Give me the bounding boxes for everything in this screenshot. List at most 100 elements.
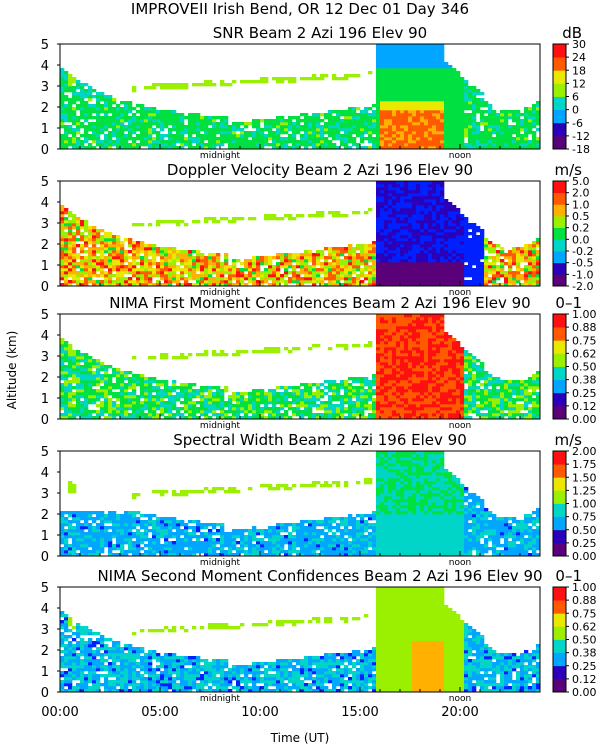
heatmap-cell: [360, 119, 365, 123]
heatmap-cell: [452, 223, 457, 227]
heatmap-cell: [268, 214, 273, 218]
heatmap-cell: [512, 262, 517, 266]
heatmap-cell: [324, 140, 329, 144]
heatmap-cell: [216, 253, 221, 257]
heatmap-cell: [216, 274, 221, 278]
heatmap-cell: [336, 214, 341, 218]
heatmap-cell: [124, 407, 129, 411]
heatmap-cell: [172, 265, 177, 269]
heatmap-cell: [472, 235, 477, 239]
heatmap-cell: [212, 119, 217, 123]
heatmap-cell: [172, 137, 177, 141]
heatmap-cell: [208, 416, 213, 420]
heatmap-cell: [428, 50, 433, 54]
heatmap-cell: [328, 253, 333, 257]
heatmap-cell: [280, 131, 285, 135]
heatmap-cell: [304, 407, 309, 411]
heatmap-cell: [476, 283, 481, 287]
heatmap-cell: [180, 416, 185, 420]
heatmap-cell: [120, 380, 125, 384]
colorbar-label: 0.5: [572, 210, 590, 223]
heatmap-cell: [164, 392, 169, 396]
heatmap-cell: [184, 356, 189, 360]
heatmap-cell: [356, 265, 361, 269]
heatmap-cell: [172, 271, 177, 275]
heatmap-cell: [292, 413, 297, 417]
heatmap-cell: [140, 119, 145, 123]
heatmap-cell: [84, 392, 89, 396]
heatmap-cell: [72, 262, 77, 266]
heatmap-cell: [184, 280, 189, 284]
heatmap-cell: [448, 89, 453, 93]
heatmap-cell: [464, 125, 469, 129]
heatmap-cell: [196, 134, 201, 138]
heatmap-cell: [536, 277, 541, 281]
heatmap-cell: [412, 140, 417, 144]
heatmap-cell: [280, 416, 285, 420]
heatmap-cell: [420, 122, 425, 126]
heatmap-cell: [488, 110, 493, 114]
heatmap-cell: [116, 146, 121, 150]
heatmap-cell: [76, 356, 81, 360]
heatmap-cell: [64, 80, 69, 84]
heatmap-cell: [172, 407, 177, 411]
heatmap-cell: [440, 229, 445, 233]
heatmap-cell: [460, 110, 465, 114]
heatmap-cell: [136, 416, 141, 420]
heatmap-cell: [120, 146, 125, 150]
heatmap-cell: [372, 244, 377, 248]
colorbar-segment: [553, 262, 566, 275]
heatmap-cell: [72, 380, 77, 384]
heatmap-cell: [388, 181, 393, 185]
heatmap-cell: [284, 265, 289, 269]
heatmap-cell: [412, 98, 417, 102]
heatmap-cell: [524, 125, 529, 129]
heatmap-cell: [80, 247, 85, 251]
heatmap-cell: [220, 280, 225, 284]
heatmap-cell: [148, 125, 153, 129]
heatmap-cell: [448, 247, 453, 251]
heatmap-cell: [120, 140, 125, 144]
heatmap-cell: [80, 107, 85, 111]
heatmap-cell: [80, 283, 85, 287]
heatmap-cell: [512, 146, 517, 150]
heatmap-cell: [200, 271, 205, 275]
heatmap-cell: [76, 274, 81, 278]
heatmap-cell: [156, 110, 161, 114]
heatmap-cell: [224, 416, 229, 420]
heatmap-cell: [404, 247, 409, 251]
heatmap-cell: [412, 110, 417, 114]
heatmap-cell: [492, 265, 497, 269]
heatmap-cell: [76, 83, 81, 87]
heatmap-cell: [520, 250, 525, 254]
heatmap-cell: [412, 128, 417, 132]
heatmap-cell: [436, 44, 441, 48]
heatmap-cell: [460, 214, 465, 218]
heatmap-cell: [388, 187, 393, 191]
heatmap-cell: [212, 259, 217, 263]
heatmap-cell: [68, 259, 73, 263]
heatmap-cell: [100, 392, 105, 396]
heatmap-cell: [72, 280, 77, 284]
heatmap-cell: [88, 280, 93, 284]
heatmap-cell: [380, 92, 385, 96]
heatmap-cell: [532, 131, 537, 135]
heatmap-cell: [148, 107, 153, 111]
heatmap-cell: [156, 134, 161, 138]
heatmap-cell: [520, 247, 525, 251]
heatmap-cell: [324, 256, 329, 260]
heatmap-cell: [228, 395, 233, 399]
heatmap-cell: [376, 196, 381, 200]
heatmap-cell: [204, 125, 209, 129]
heatmap-cell: [436, 193, 441, 197]
heatmap-cell: [512, 128, 517, 132]
heatmap-cell: [64, 341, 69, 345]
heatmap-cell: [64, 253, 69, 257]
heatmap-cell: [472, 283, 477, 287]
heatmap-cell: [488, 271, 493, 275]
heatmap-cell: [404, 274, 409, 278]
heatmap-cell: [468, 95, 473, 99]
heatmap-cell: [392, 137, 397, 141]
heatmap-cell: [380, 113, 385, 117]
heatmap-cell: [320, 211, 325, 215]
